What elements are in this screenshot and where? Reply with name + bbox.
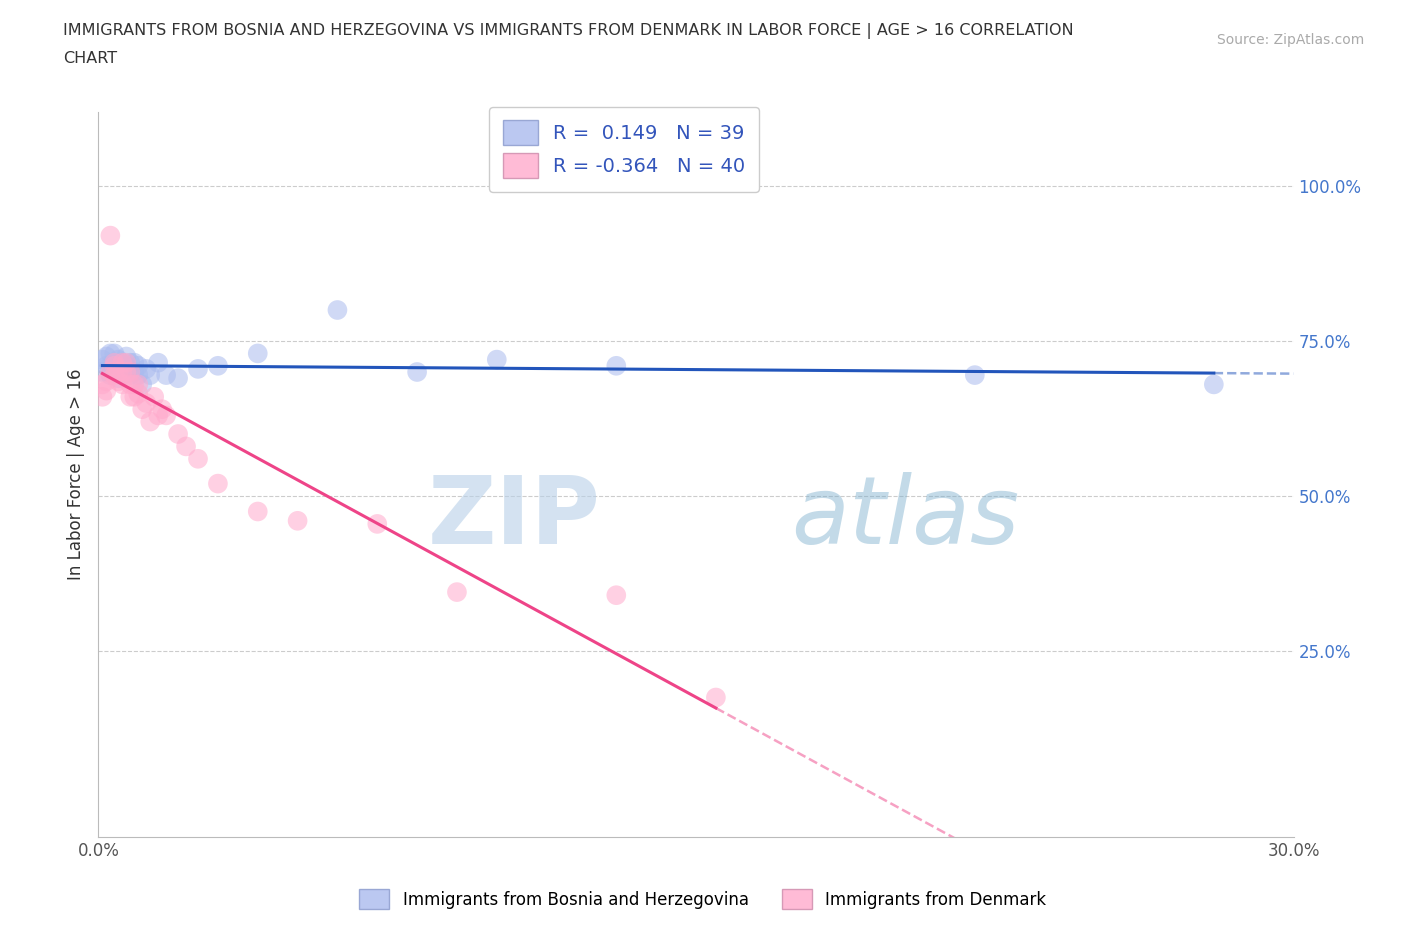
Point <box>127 377 149 392</box>
Point <box>120 355 142 370</box>
Point <box>150 402 173 417</box>
Point <box>115 355 138 370</box>
Text: CHART: CHART <box>63 51 117 66</box>
Point <box>111 367 134 382</box>
Legend: Immigrants from Bosnia and Herzegovina, Immigrants from Denmark: Immigrants from Bosnia and Herzegovina, … <box>352 881 1054 917</box>
Point <box>103 346 125 361</box>
Point <box>91 390 114 405</box>
Point <box>103 358 125 373</box>
Point <box>115 365 138 379</box>
Point <box>207 476 229 491</box>
Text: ZIP: ZIP <box>427 472 600 564</box>
Text: IMMIGRANTS FROM BOSNIA AND HERZEGOVINA VS IMMIGRANTS FROM DENMARK IN LABOR FORCE: IMMIGRANTS FROM BOSNIA AND HERZEGOVINA V… <box>63 23 1074 39</box>
Point <box>107 362 129 377</box>
Point <box>148 408 170 423</box>
Point <box>1202 377 1225 392</box>
Point <box>98 346 122 361</box>
Point <box>485 352 508 367</box>
Point <box>107 374 129 389</box>
Point <box>115 365 138 379</box>
Text: atlas: atlas <box>792 472 1019 564</box>
Point <box>91 377 114 392</box>
Point <box>148 355 170 370</box>
Point <box>96 383 118 398</box>
Point <box>107 352 129 367</box>
Point <box>127 367 149 382</box>
Point <box>96 358 118 373</box>
Point <box>103 367 125 382</box>
Point <box>155 408 177 423</box>
Point <box>131 377 153 392</box>
Point <box>131 402 153 417</box>
Point <box>155 367 177 382</box>
Point <box>704 690 727 705</box>
Point <box>120 377 142 392</box>
Point <box>246 346 269 361</box>
Point <box>103 355 125 370</box>
Point <box>120 390 142 405</box>
Point <box>135 395 157 410</box>
Point <box>139 367 162 382</box>
Point <box>98 228 122 243</box>
Point <box>174 439 197 454</box>
Point <box>91 365 114 379</box>
Point <box>406 365 429 379</box>
Text: Source: ZipAtlas.com: Source: ZipAtlas.com <box>1216 33 1364 46</box>
Point <box>127 358 149 373</box>
Point <box>124 355 146 370</box>
Point <box>167 371 190 386</box>
Point <box>111 377 134 392</box>
Point <box>187 362 209 377</box>
Point <box>103 365 125 379</box>
Point <box>366 516 388 531</box>
Point <box>96 374 118 389</box>
Point <box>115 358 138 373</box>
Point <box>207 358 229 373</box>
Point <box>107 371 129 386</box>
Point <box>605 358 627 373</box>
Point <box>124 390 146 405</box>
Point <box>167 427 190 442</box>
Point <box>124 365 146 379</box>
Point <box>605 588 627 603</box>
Point <box>111 355 134 370</box>
Point <box>98 358 122 373</box>
Point <box>446 585 468 600</box>
Point <box>135 362 157 377</box>
Point <box>120 367 142 382</box>
Point <box>143 390 166 405</box>
Point <box>124 377 146 392</box>
Point <box>139 414 162 429</box>
Point <box>111 365 134 379</box>
Point <box>98 365 122 379</box>
Point <box>98 367 122 382</box>
Point <box>246 504 269 519</box>
Point <box>96 349 118 364</box>
Point <box>127 386 149 401</box>
Point <box>326 302 349 317</box>
Point <box>187 451 209 466</box>
Point <box>963 367 986 382</box>
Legend: R =  0.149   N = 39, R = -0.364   N = 40: R = 0.149 N = 39, R = -0.364 N = 40 <box>489 107 759 192</box>
Y-axis label: In Labor Force | Age > 16: In Labor Force | Age > 16 <box>66 368 84 580</box>
Point <box>107 365 129 379</box>
Point <box>287 513 309 528</box>
Point <box>111 355 134 370</box>
Point <box>120 365 142 379</box>
Point <box>91 352 114 367</box>
Point <box>103 355 125 370</box>
Point <box>115 349 138 364</box>
